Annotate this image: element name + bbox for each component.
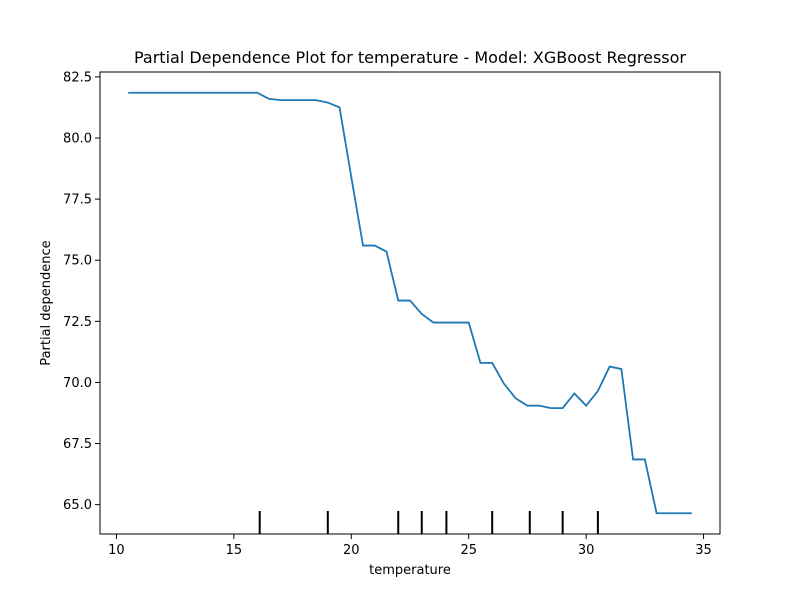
axes-frame: [99, 71, 721, 535]
rug-marks: [258, 511, 599, 534]
x-tick-label: 10: [108, 543, 125, 558]
y-tick-label: 70.0: [63, 376, 92, 391]
chart-title: Partial Dependence Plot for temperature …: [134, 48, 686, 67]
y-axis-label: Partial dependence: [39, 240, 54, 365]
y-tick-label: 80.0: [63, 132, 92, 147]
x-tick-label: 15: [226, 543, 243, 558]
x-tick-label: 25: [460, 543, 477, 558]
x-tick-label: 20: [343, 543, 360, 558]
y-tick-label: 75.0: [63, 254, 92, 269]
y-tick-label: 67.5: [63, 437, 92, 452]
x-tick-label: 30: [578, 543, 595, 558]
y-tick-label: 82.5: [63, 70, 92, 85]
x-axis: 10 15 20 25 30 35: [108, 534, 712, 558]
y-tick-label: 77.5: [63, 193, 92, 208]
series-line: [128, 91, 692, 515]
x-axis-label: temperature: [369, 563, 451, 578]
y-tick-label: 72.5: [63, 315, 92, 330]
y-tick-label: 65.0: [63, 498, 92, 513]
plot-area: [99, 71, 721, 535]
x-tick-label: 35: [695, 543, 712, 558]
y-axis: 65.0 67.5 70.0 72.5 75.0 77.5 80.0 82.5: [63, 70, 100, 513]
